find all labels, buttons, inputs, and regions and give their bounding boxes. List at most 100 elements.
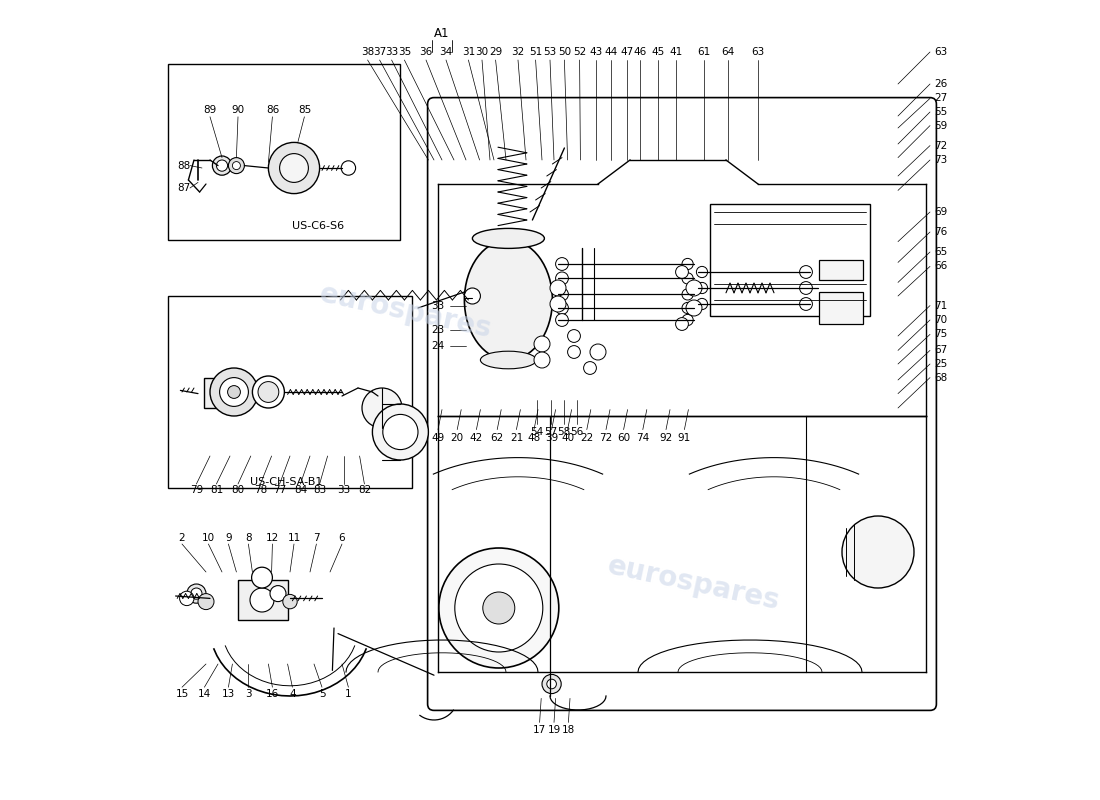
- Text: 37: 37: [373, 47, 386, 57]
- Circle shape: [454, 564, 542, 652]
- Circle shape: [682, 273, 693, 284]
- Text: 29: 29: [490, 47, 503, 57]
- Ellipse shape: [472, 229, 544, 249]
- FancyBboxPatch shape: [428, 98, 936, 710]
- Text: 54: 54: [530, 427, 543, 437]
- Text: 90: 90: [231, 106, 244, 115]
- Text: 72: 72: [600, 433, 613, 442]
- Text: 88: 88: [177, 161, 190, 170]
- Text: 23: 23: [431, 325, 444, 334]
- Text: 17: 17: [534, 726, 547, 735]
- Text: 63: 63: [934, 47, 947, 57]
- Text: 67: 67: [934, 346, 947, 355]
- Text: 79: 79: [190, 485, 204, 494]
- Text: 86: 86: [266, 106, 279, 115]
- Circle shape: [187, 584, 206, 603]
- Text: 84: 84: [294, 485, 307, 494]
- Circle shape: [800, 298, 813, 310]
- Circle shape: [584, 362, 596, 374]
- Circle shape: [464, 288, 481, 304]
- Text: 82: 82: [358, 485, 371, 494]
- Circle shape: [270, 586, 286, 602]
- Text: 53: 53: [543, 47, 557, 57]
- Circle shape: [696, 282, 707, 294]
- Text: 81: 81: [210, 485, 223, 494]
- Bar: [710, 204, 870, 316]
- Text: 39: 39: [544, 433, 558, 442]
- Text: 83: 83: [314, 485, 327, 494]
- Text: US-C6-S6: US-C6-S6: [292, 221, 344, 230]
- Text: 75: 75: [934, 330, 947, 339]
- Text: 10: 10: [201, 533, 214, 542]
- Text: US-CH-SA-B1: US-CH-SA-B1: [250, 477, 322, 486]
- Circle shape: [250, 588, 274, 612]
- Text: 41: 41: [670, 47, 683, 57]
- Text: 91: 91: [678, 433, 691, 442]
- Circle shape: [542, 674, 561, 694]
- Circle shape: [568, 346, 581, 358]
- Text: 65: 65: [934, 247, 947, 257]
- Text: 74: 74: [636, 433, 649, 442]
- Text: 24: 24: [431, 341, 444, 350]
- Circle shape: [279, 154, 308, 182]
- Text: 11: 11: [287, 533, 300, 542]
- Text: 43: 43: [590, 47, 603, 57]
- Text: 63: 63: [751, 47, 764, 57]
- Bar: [818, 292, 862, 324]
- Text: 89: 89: [204, 106, 217, 115]
- Circle shape: [800, 282, 813, 294]
- Circle shape: [439, 548, 559, 668]
- Text: 56: 56: [571, 427, 584, 437]
- Text: 85: 85: [298, 106, 311, 115]
- Text: 64: 64: [720, 47, 734, 57]
- Text: 35: 35: [398, 47, 411, 57]
- Circle shape: [534, 352, 550, 368]
- Text: 72: 72: [934, 141, 947, 150]
- Text: 80: 80: [231, 485, 244, 494]
- Circle shape: [675, 266, 689, 278]
- Circle shape: [682, 314, 693, 326]
- Ellipse shape: [481, 351, 537, 369]
- Text: 33: 33: [385, 47, 398, 57]
- Circle shape: [210, 368, 258, 416]
- Text: 62: 62: [491, 433, 504, 442]
- Text: 50: 50: [558, 47, 571, 57]
- Bar: [238, 580, 287, 620]
- Text: 32: 32: [512, 47, 525, 57]
- Text: 57: 57: [544, 427, 558, 437]
- Text: 87: 87: [177, 183, 190, 193]
- Text: 31: 31: [462, 47, 475, 57]
- Ellipse shape: [464, 240, 552, 360]
- Text: eurospares: eurospares: [317, 280, 495, 344]
- Circle shape: [682, 258, 693, 270]
- Circle shape: [534, 336, 550, 352]
- Circle shape: [590, 344, 606, 360]
- Text: 46: 46: [634, 47, 647, 57]
- Text: 59: 59: [934, 121, 947, 130]
- Circle shape: [362, 388, 402, 428]
- Circle shape: [675, 318, 689, 330]
- Text: 40: 40: [561, 433, 574, 442]
- Circle shape: [550, 296, 566, 312]
- Text: 49: 49: [431, 433, 444, 442]
- Circle shape: [190, 588, 202, 599]
- Text: 34: 34: [439, 47, 452, 57]
- Circle shape: [383, 414, 418, 450]
- Text: 42: 42: [470, 433, 483, 442]
- Text: 68: 68: [934, 373, 947, 382]
- Text: 33: 33: [337, 485, 350, 494]
- Text: 66: 66: [934, 262, 947, 271]
- Text: 26: 26: [934, 79, 947, 89]
- Text: 20: 20: [451, 433, 464, 442]
- Circle shape: [217, 160, 228, 171]
- Circle shape: [198, 594, 214, 610]
- Text: 27: 27: [934, 94, 947, 103]
- Text: 33: 33: [431, 301, 444, 310]
- Text: 70: 70: [934, 315, 947, 325]
- Text: 71: 71: [934, 301, 947, 310]
- Text: 2: 2: [178, 533, 185, 542]
- Text: 73: 73: [934, 155, 947, 165]
- Text: 16: 16: [266, 689, 279, 698]
- Circle shape: [682, 302, 693, 314]
- Text: 19: 19: [548, 726, 561, 735]
